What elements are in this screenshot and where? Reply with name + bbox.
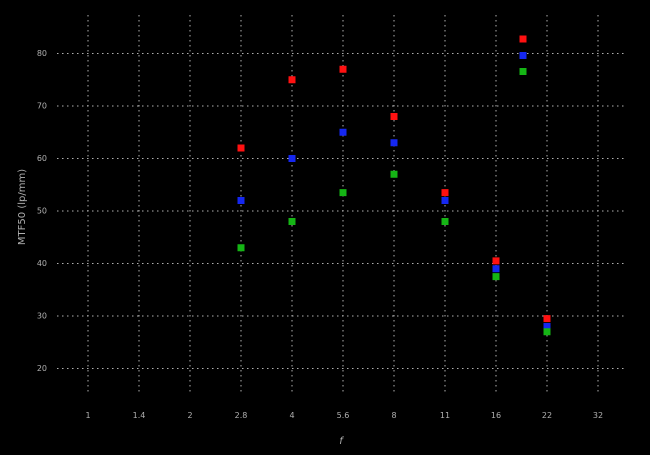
data-point-series-green [543, 328, 551, 336]
data-point-series-green [390, 170, 398, 178]
grid-layer [57, 15, 627, 395]
data-point-series-red [543, 315, 551, 323]
data-point-series-red [237, 144, 245, 152]
data-point-series-red [288, 76, 296, 84]
legend-marker-series-red [519, 35, 527, 43]
data-point-series-green [237, 244, 245, 252]
legend [519, 35, 527, 75]
x-tick-label: 2 [187, 411, 192, 420]
data-point-series-red [339, 65, 347, 73]
data-point-series-blue [288, 155, 296, 162]
data-point-series-green [288, 218, 296, 225]
data-point-series-blue [390, 139, 398, 147]
data-point-series-green [339, 189, 347, 197]
y-tick-label: 20 [37, 364, 47, 373]
data-point-series-red [441, 189, 449, 197]
y-tick-label: 70 [37, 102, 47, 111]
data-points-layer [237, 65, 551, 336]
y-tick-label: 50 [37, 207, 47, 216]
data-point-series-blue [543, 323, 551, 330]
x-tick-label: 5.6 [337, 411, 350, 420]
x-axis-label: f [339, 436, 344, 447]
legend-marker-series-blue [519, 52, 527, 59]
x-tick-label: 22 [542, 411, 552, 420]
data-point-series-red [492, 257, 500, 265]
data-point-series-blue [492, 265, 500, 273]
y-tick-label: 40 [37, 259, 47, 268]
x-tick-label: 1 [85, 411, 90, 420]
x-tick-label: 16 [491, 411, 501, 420]
x-tick-label: 2.8 [235, 411, 248, 420]
data-point-series-green [492, 273, 500, 281]
x-tick-label: 1.4 [133, 411, 146, 420]
data-point-series-red [390, 113, 398, 120]
y-axis-label: MTF50 (lp/mm) [17, 169, 28, 245]
data-point-series-blue [339, 128, 347, 136]
x-tick-label: 11 [440, 411, 450, 420]
y-tick-label: 30 [37, 312, 47, 321]
data-point-series-blue [237, 197, 245, 204]
y-tick-label: 60 [37, 154, 47, 163]
y-tick-label: 80 [37, 49, 47, 58]
legend-marker-series-green [519, 68, 527, 75]
x-tick-label: 4 [289, 411, 294, 420]
x-tick-label: 32 [593, 411, 603, 420]
data-point-series-blue [441, 197, 449, 204]
data-point-series-green [441, 218, 449, 225]
tick-labels-layer: 1 1.4 2 2.8 4 5.6 8 11 16 22 32 80 70 60 50 40 30 20 [37, 49, 603, 420]
x-tick-label: 8 [391, 411, 396, 420]
